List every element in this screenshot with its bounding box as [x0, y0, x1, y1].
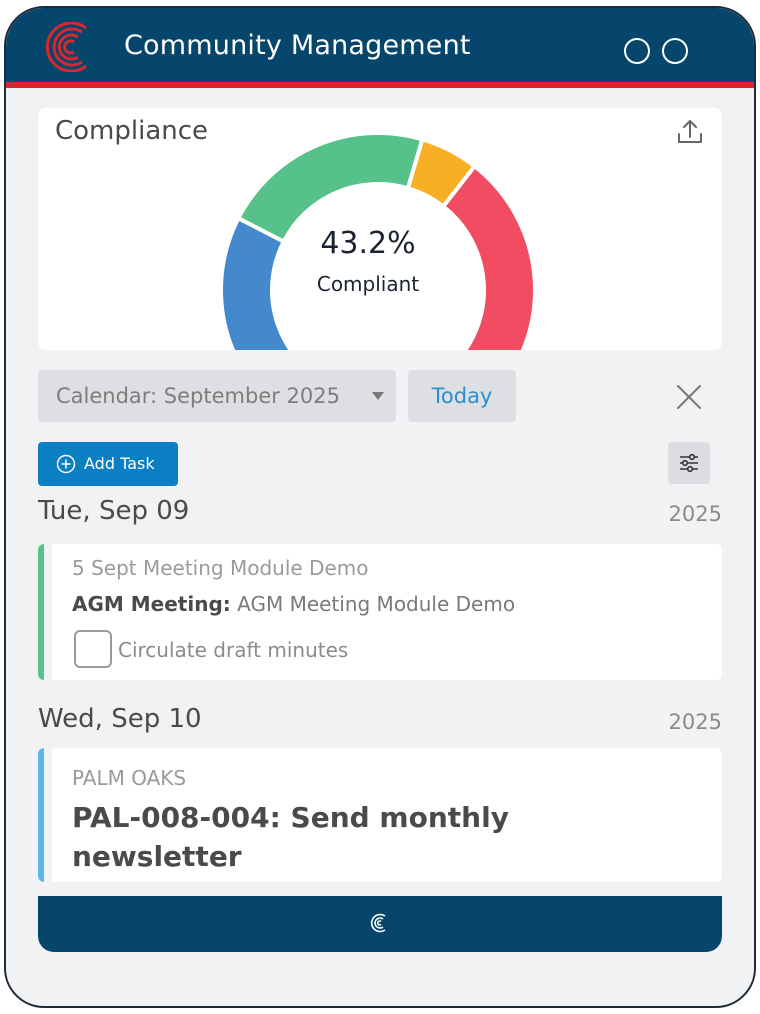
compliance-value: 43.2% [320, 226, 416, 261]
task-community: PALM OAKS [72, 766, 187, 790]
add-task-label: Add Task [84, 454, 155, 473]
c-logo-icon[interactable] [368, 912, 390, 934]
task-title: PAL-008-004: Send monthly newsletter [72, 801, 509, 873]
donut-segment[interactable] [440, 163, 537, 350]
app-title: Community Management [124, 30, 471, 61]
window-close-button[interactable] [662, 38, 688, 64]
donut-segment[interactable] [219, 215, 342, 350]
task-type-label: AGM Meeting: [72, 592, 231, 616]
add-task-button[interactable]: Add Task [38, 442, 178, 486]
share-icon[interactable] [674, 116, 706, 148]
checklist-item-label: Circulate draft minutes [118, 638, 349, 662]
chevron-down-icon [372, 392, 384, 400]
task-card[interactable]: 5 Sept Meeting Module Demo AGM Meeting: … [38, 544, 722, 680]
task-accent-bar [38, 748, 44, 882]
sliders-icon [680, 453, 698, 473]
task-meeting-line: AGM Meeting: AGM Meeting Module Demo [72, 592, 515, 616]
app-window: Community Management Compliance 43.2% Co… [4, 6, 756, 1008]
task-subtitle: 5 Sept Meeting Module Demo [72, 556, 369, 580]
day-year: 2025 [668, 502, 722, 526]
compliance-card: Compliance 43.2% Compliant [38, 108, 722, 350]
compliance-title: Compliance [55, 116, 209, 146]
c-logo-icon [45, 22, 87, 72]
today-button[interactable]: Today [408, 370, 516, 422]
plus-circle-icon [56, 454, 76, 474]
day-heading: Wed, Sep 10 [38, 704, 202, 734]
task-card[interactable]: PALM OAKS PAL-008-004: Send monthly news… [38, 748, 722, 882]
task-checkbox[interactable] [74, 630, 112, 668]
close-icon[interactable] [674, 382, 704, 412]
task-type-value: AGM Meeting Module Demo [237, 592, 516, 616]
calendar-select[interactable]: Calendar: September 2025 [38, 370, 396, 422]
app-header: Community Management [6, 8, 754, 88]
compliance-donut-chart[interactable] [38, 108, 722, 350]
day-year: 2025 [668, 710, 722, 734]
filter-button[interactable] [668, 442, 710, 484]
footer-bar [38, 896, 722, 952]
calendar-select-label: Calendar: September 2025 [56, 384, 341, 408]
day-heading: Tue, Sep 09 [38, 496, 190, 526]
task-accent-bar [38, 544, 44, 680]
window-minimize-button[interactable] [624, 38, 650, 64]
compliance-label: Compliant [316, 272, 420, 296]
